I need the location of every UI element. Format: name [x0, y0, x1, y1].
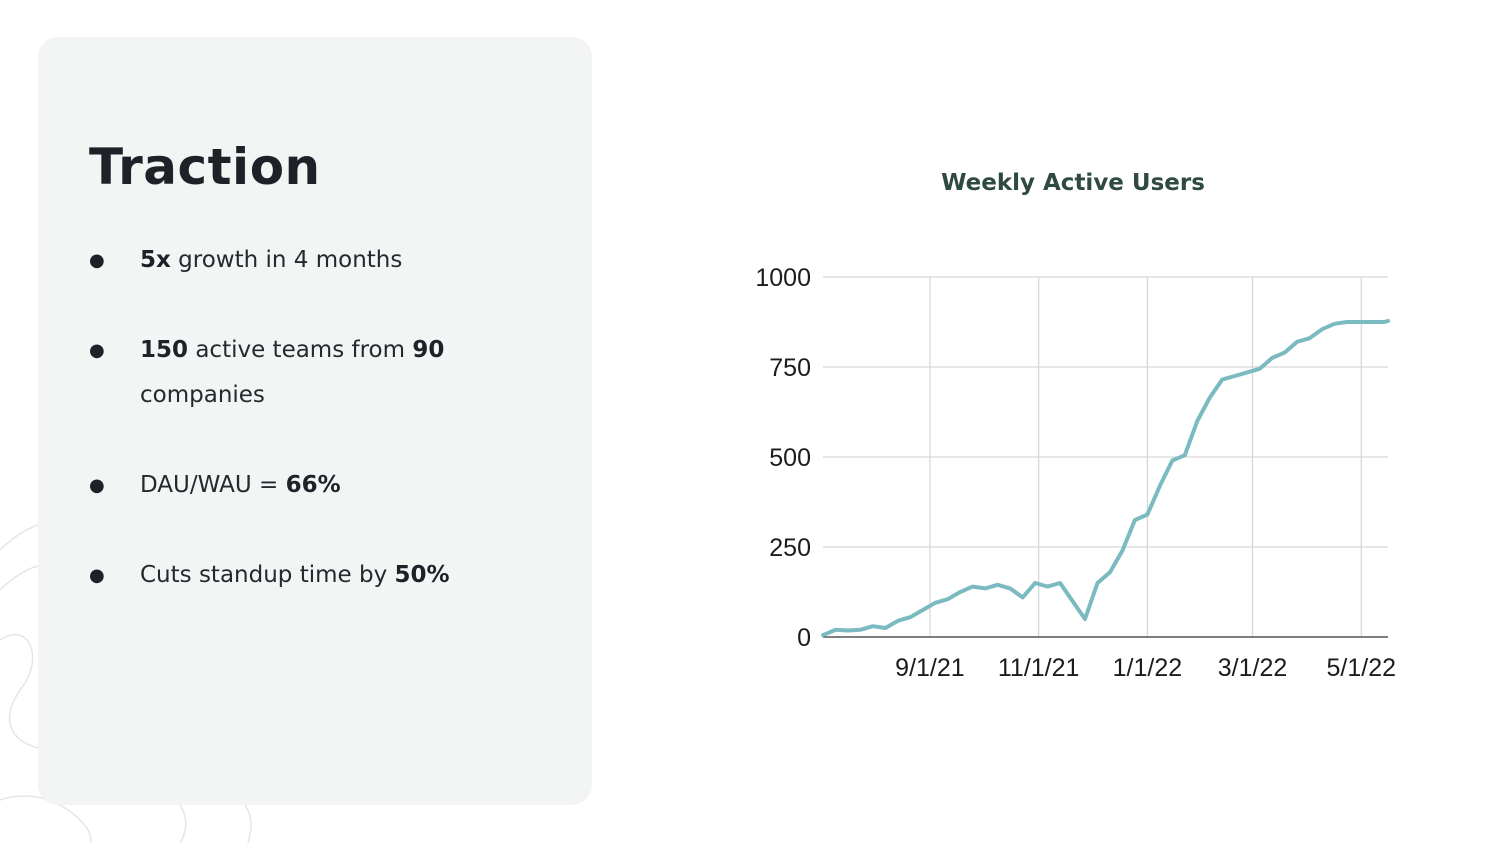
bullet-emphasis: 50% [394, 562, 450, 588]
bullet-emphasis: 150 [140, 337, 189, 363]
bullet-plain: active teams from [188, 337, 413, 363]
weekly-active-users-chart: 0 250 500 750 1000 9/1/21 11/1/21 1/1/22 3/1/22 5… [755, 264, 1397, 682]
x-tick-label: 9/1/21 [895, 654, 965, 682]
bullet-plain: DAU/WAU = [140, 472, 286, 498]
x-tick-label: 1/1/22 [1113, 654, 1183, 682]
bullet-emphasis: 90 [412, 337, 445, 363]
bullet-text: 150 active teams from 90 companies [140, 328, 480, 418]
bullet-plain: Cuts standup time by [140, 562, 395, 588]
x-tick-label: 11/1/21 [998, 654, 1080, 682]
x-tick-label: 5/1/22 [1327, 654, 1397, 682]
y-tick-label: 0 [797, 624, 811, 652]
x-tick-label: 3/1/22 [1218, 654, 1288, 682]
slide-title: Traction [89, 138, 321, 196]
y-tick-label: 1000 [755, 264, 811, 292]
bullet-text: Cuts standup time by 50% [140, 553, 540, 598]
bullet-text: 5x growth in 4 months [140, 238, 540, 283]
traction-card [38, 37, 592, 805]
bullet-emphasis: 5x [140, 247, 171, 273]
bullet-glyph: ● [89, 340, 105, 361]
bullet-text: DAU/WAU = 66% [140, 463, 540, 508]
bullet-glyph: ● [89, 565, 105, 586]
bullet-emphasis: 66% [285, 472, 341, 498]
bullet-plain: growth in 4 months [170, 247, 403, 273]
bullet-glyph: ● [89, 250, 105, 271]
chart-title: Weekly Active Users [941, 170, 1205, 196]
series-line [821, 318, 1390, 638]
y-tick-label: 750 [769, 354, 811, 382]
bullet-plain: companies [140, 382, 265, 408]
y-tick-label: 500 [769, 444, 811, 472]
bullet-glyph: ● [89, 475, 105, 496]
y-tick-label: 250 [769, 534, 811, 562]
